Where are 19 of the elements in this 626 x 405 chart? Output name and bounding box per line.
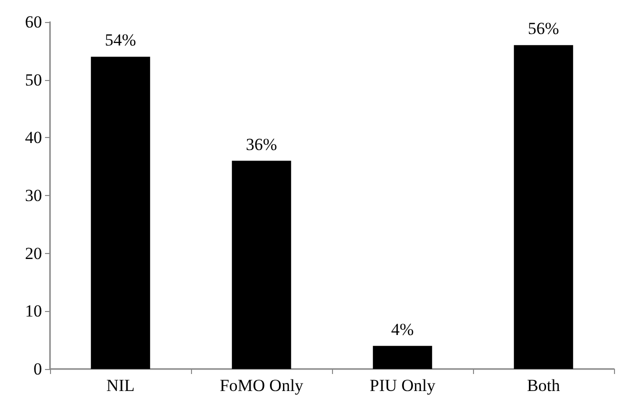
y-tick-label: 50: [25, 70, 42, 90]
y-tick-label: 20: [25, 244, 42, 263]
data-label: 36%: [246, 134, 278, 154]
y-tick-label: 40: [25, 128, 42, 148]
y-tick-label: 10: [25, 302, 42, 321]
data-label: 4%: [391, 320, 414, 339]
x-tick-label: PIU Only: [370, 376, 436, 395]
y-tick-label: 60: [25, 12, 42, 32]
data-label: 56%: [528, 19, 560, 38]
bar: [90, 56, 150, 369]
data-label: 54%: [104, 30, 136, 50]
x-tick-label: FoMO Only: [220, 376, 304, 395]
bar: [514, 45, 574, 369]
y-tick-label: 0: [34, 360, 42, 378]
x-tick-label: Both: [526, 376, 561, 395]
x-tick-label: NIL: [106, 376, 135, 395]
y-tick-label: 30: [25, 186, 42, 205]
bar: [372, 346, 432, 369]
bar: [232, 160, 292, 369]
